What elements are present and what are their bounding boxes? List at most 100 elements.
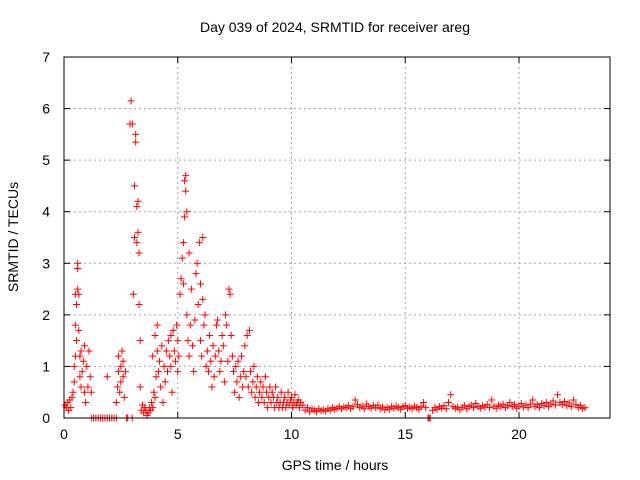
data-point <box>299 401 307 409</box>
data-point <box>134 197 142 205</box>
axis-ticks <box>63 56 610 419</box>
data-point <box>227 331 235 339</box>
data-point <box>203 347 211 355</box>
data-point <box>171 357 179 365</box>
data-point <box>112 399 120 407</box>
data-point <box>149 404 157 412</box>
data-point <box>185 249 193 257</box>
data-point <box>506 399 514 407</box>
data-point <box>220 378 228 386</box>
data-point <box>156 357 164 365</box>
data-point <box>201 311 209 319</box>
data-point <box>119 357 127 365</box>
data-point <box>74 259 82 267</box>
data-point <box>161 378 169 386</box>
data-point <box>82 399 90 407</box>
data-point <box>215 347 223 355</box>
data-points <box>61 97 589 422</box>
data-point <box>374 401 382 409</box>
data-point <box>228 352 236 360</box>
data-point <box>78 368 86 376</box>
data-point <box>178 254 186 262</box>
data-point <box>206 331 214 339</box>
data-point <box>115 352 123 360</box>
data-point <box>444 399 452 407</box>
data-point <box>159 399 167 407</box>
data-point <box>231 388 239 396</box>
data-point <box>131 234 139 241</box>
data-point <box>284 388 292 396</box>
data-point <box>209 342 217 350</box>
y-tick-label: 0 <box>42 410 50 426</box>
data-point <box>274 393 282 401</box>
data-point <box>103 373 111 381</box>
data-point <box>195 239 203 247</box>
data-point <box>240 368 248 376</box>
data-point <box>234 357 242 365</box>
y-tick-label: 7 <box>42 49 50 65</box>
data-point <box>245 326 253 334</box>
data-point <box>133 203 141 211</box>
data-point <box>207 357 215 365</box>
data-point <box>551 401 559 409</box>
data-point <box>256 388 264 396</box>
data-point <box>150 388 158 396</box>
data-point <box>113 383 121 391</box>
data-point <box>153 347 161 355</box>
data-point <box>360 405 368 413</box>
data-point <box>212 321 220 329</box>
data-point <box>204 368 212 376</box>
data-point <box>470 404 477 412</box>
data-point <box>128 120 136 128</box>
data-point <box>526 400 534 408</box>
data-point <box>200 321 208 329</box>
data-point <box>73 301 81 309</box>
data-point <box>193 259 201 267</box>
data-point <box>79 357 87 365</box>
data-point <box>181 213 189 221</box>
data-point <box>167 362 175 370</box>
data-point <box>417 403 425 411</box>
data-point <box>243 331 251 339</box>
gridlines <box>64 57 610 418</box>
data-point <box>202 362 210 370</box>
data-point <box>210 373 218 381</box>
data-point <box>154 368 162 376</box>
data-point <box>158 342 166 350</box>
data-point <box>485 404 493 412</box>
data-point <box>264 404 272 412</box>
data-point <box>162 347 170 355</box>
data-point <box>120 393 128 401</box>
data-point <box>80 342 88 350</box>
data-point <box>151 331 159 339</box>
data-point <box>87 388 95 396</box>
data-point <box>419 399 427 407</box>
data-point <box>226 290 234 298</box>
data-point <box>194 301 202 309</box>
data-point <box>83 362 91 370</box>
data-point <box>199 234 207 241</box>
data-point <box>214 316 222 324</box>
data-point <box>175 352 183 360</box>
data-point <box>136 337 144 345</box>
data-point <box>218 331 226 339</box>
data-point <box>117 378 125 386</box>
data-point <box>517 400 525 408</box>
data-point <box>71 321 79 329</box>
data-point <box>549 397 557 405</box>
y-tick-label: 2 <box>42 307 50 323</box>
x-axis-label: GPS time / hours <box>282 457 389 473</box>
data-point <box>157 383 165 391</box>
data-point <box>219 342 227 350</box>
data-point <box>186 321 194 329</box>
data-point <box>183 311 191 319</box>
data-point <box>129 290 137 298</box>
plot-frame <box>63 56 611 419</box>
data-point <box>260 399 268 407</box>
data-point <box>121 368 129 376</box>
data-point <box>570 396 578 404</box>
data-point <box>70 362 78 370</box>
x-tick-label: 15 <box>397 426 413 442</box>
data-point <box>181 177 189 185</box>
data-point <box>561 397 568 405</box>
